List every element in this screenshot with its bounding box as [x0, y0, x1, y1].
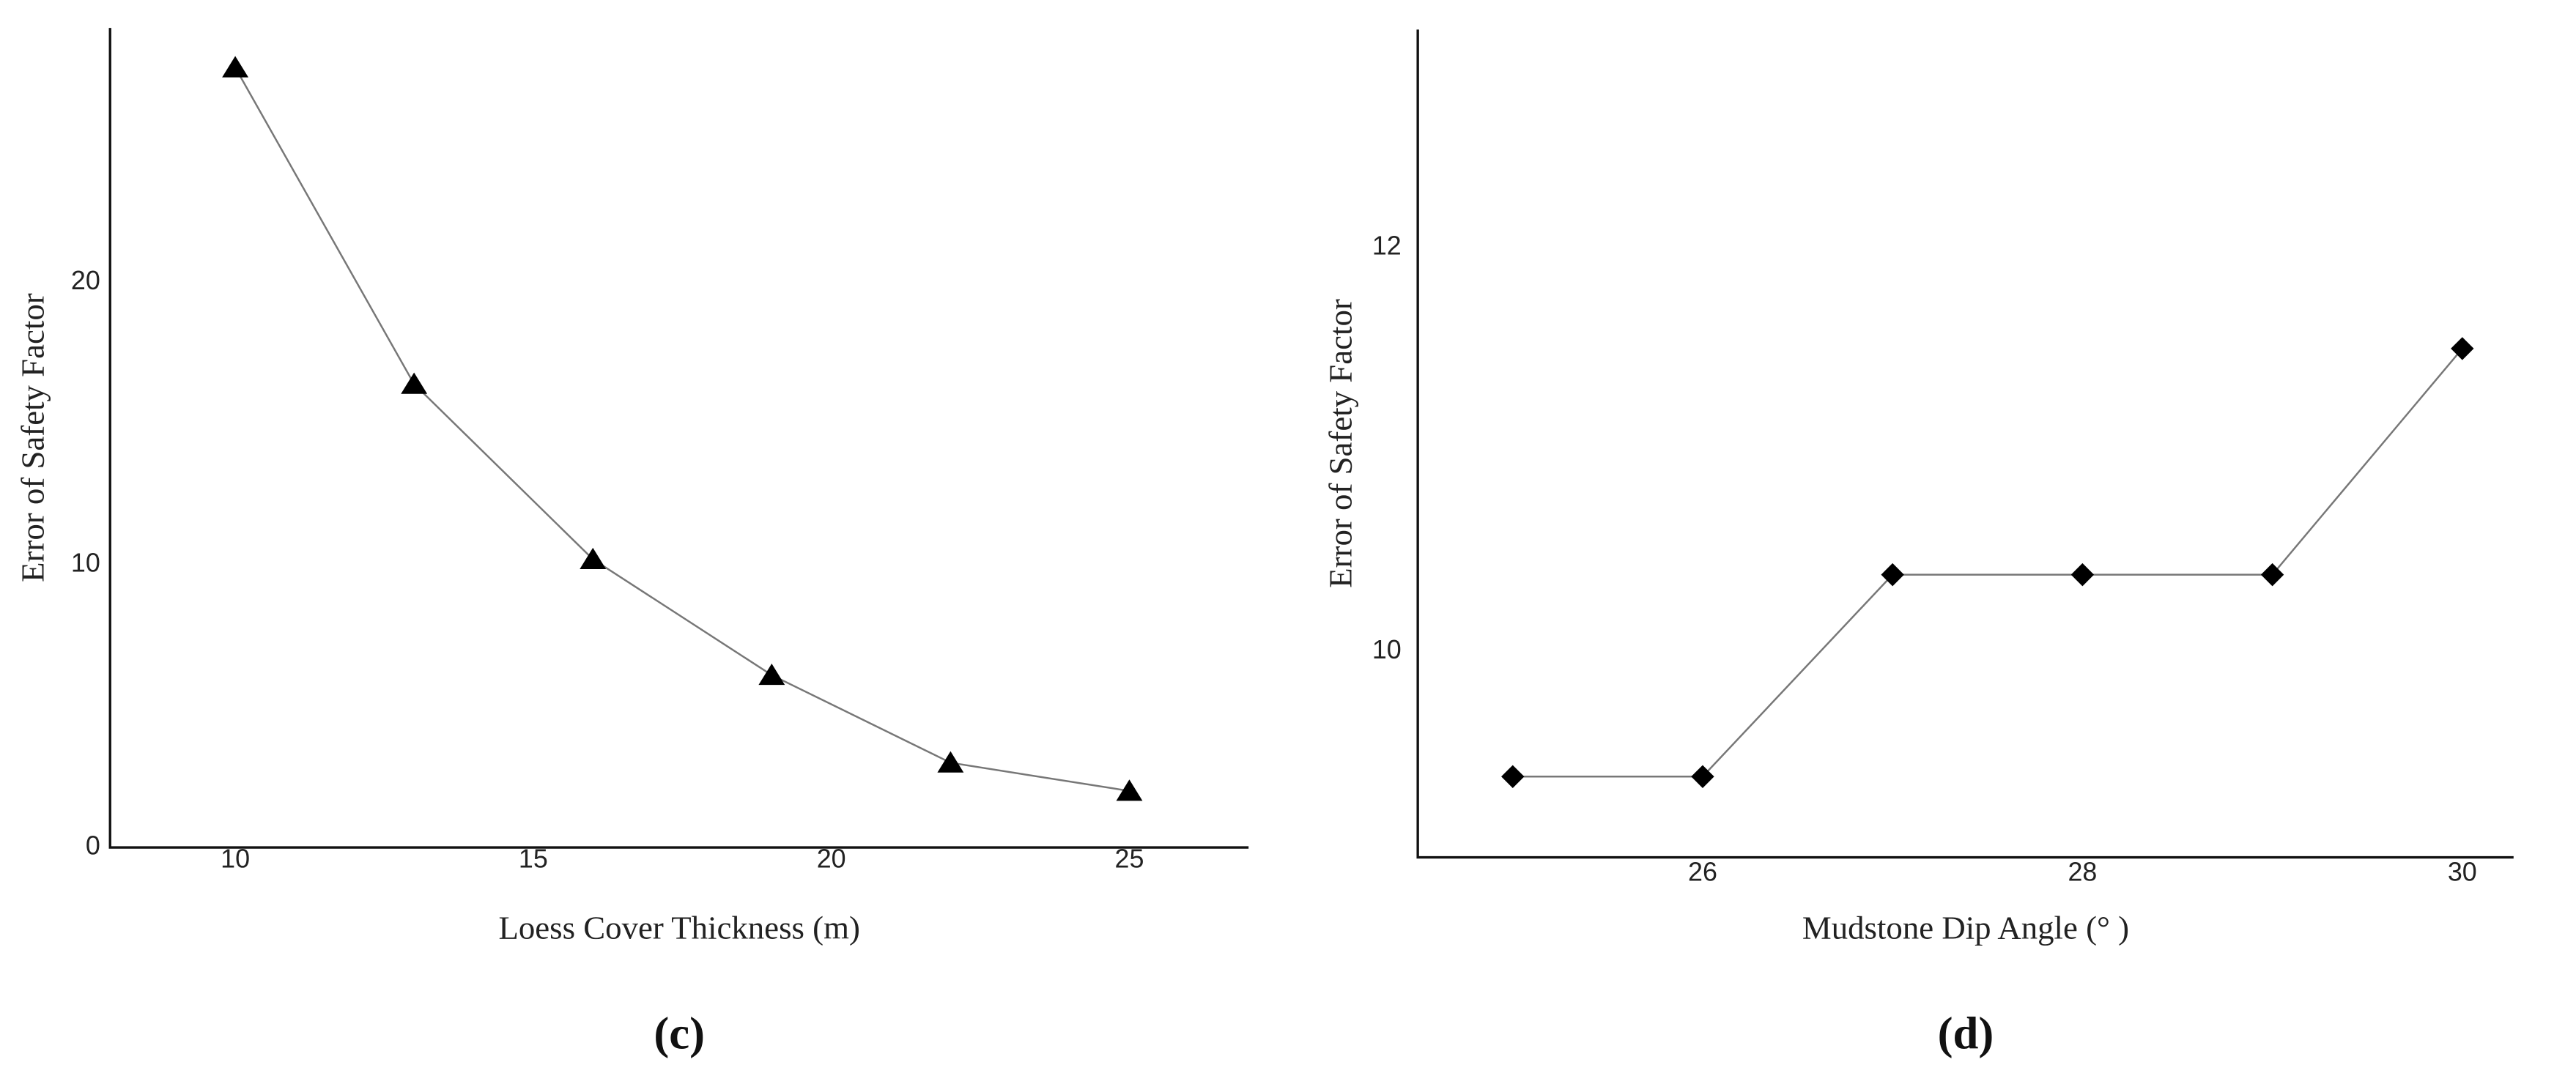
- data-point: [222, 56, 249, 78]
- y-tick-label: 10: [71, 549, 100, 578]
- caption: (c): [654, 1008, 705, 1059]
- y-axis-label: Error of Safety Factor: [1322, 299, 1359, 588]
- data-point: [2070, 563, 2095, 587]
- x-tick-label: 30: [2448, 857, 2477, 886]
- axis-line: [1416, 29, 2514, 859]
- x-tick-label: 20: [817, 844, 846, 873]
- data-point: [580, 547, 607, 569]
- x-tick-label: 25: [1115, 844, 1144, 873]
- x-axis-label: Mudstone Dip Angle (° ): [1802, 910, 2129, 946]
- x-tick-label: 10: [221, 844, 250, 873]
- x-tick-label: 15: [519, 844, 548, 873]
- data-point: [758, 664, 785, 686]
- series-line: [234, 67, 1130, 792]
- data-point: [1691, 765, 1714, 788]
- y-tick-label: 0: [86, 831, 100, 861]
- caption: (d): [1938, 1008, 1994, 1059]
- data-point: [2260, 563, 2284, 587]
- data-point: [1501, 765, 1525, 788]
- data-point: [937, 751, 964, 773]
- data-point: [2451, 337, 2474, 360]
- x-tick-label: 26: [1688, 857, 1717, 886]
- y-axis-label: Error of Safety Factor: [15, 293, 51, 582]
- y-tick-label: 12: [1372, 231, 1402, 261]
- y-tick-label: 10: [1372, 635, 1402, 664]
- axis-line: [108, 28, 1249, 849]
- x-tick-label: 28: [2068, 857, 2097, 886]
- data-point: [1116, 779, 1143, 801]
- data-point: [401, 372, 428, 394]
- x-axis-label: Loess Cover Thickness (m): [498, 910, 859, 946]
- y-tick-label: 20: [71, 266, 100, 295]
- series-line: [1512, 348, 2463, 778]
